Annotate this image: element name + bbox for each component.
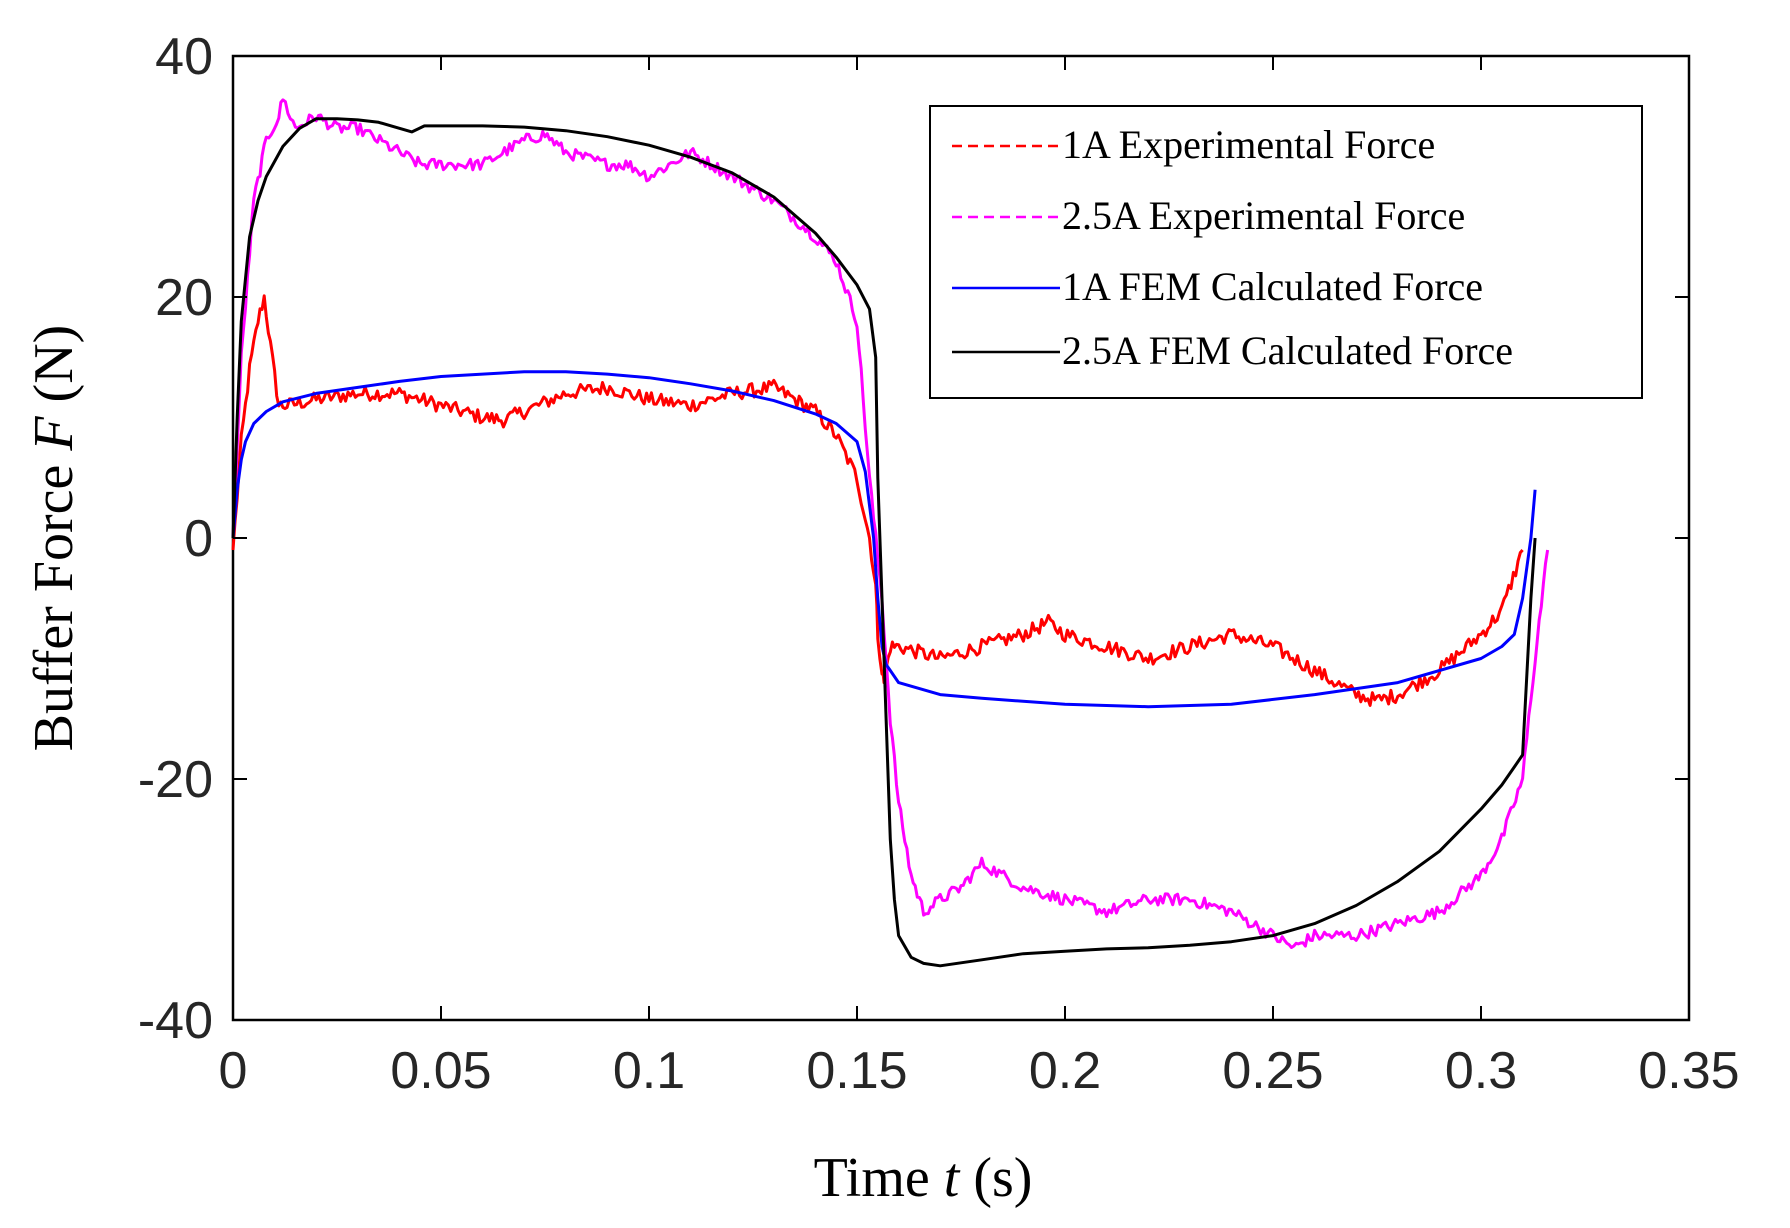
legend-label-2: 2.5A Experimental Force — [1062, 193, 1465, 238]
y-tick-label: -40 — [138, 992, 213, 1050]
series-line-2 — [231, 98, 1550, 949]
series-line-4 — [231, 117, 1537, 968]
x-tick-label: 0.35 — [1638, 1042, 1739, 1100]
x-tick-label: 0 — [219, 1042, 248, 1100]
x-tick-label: 0.2 — [1029, 1042, 1101, 1100]
x-tick-label: 0.1 — [613, 1042, 685, 1100]
legend-box — [929, 105, 1643, 399]
y-tick-label: 40 — [155, 28, 213, 86]
legend-label-4: 2.5A FEM Calculated Force — [1062, 328, 1513, 373]
legend: 1A Experimental Force 2.5A Experimental F… — [929, 105, 1643, 399]
legend-label-1: 1A Experimental Force — [1062, 122, 1435, 167]
y-tick-label: 0 — [184, 510, 213, 568]
y-axis-label: Buffer Force F (N) — [23, 325, 85, 752]
series-line-3 — [231, 370, 1537, 709]
x-tick-label: 0.3 — [1445, 1042, 1517, 1100]
series-layer — [231, 98, 1550, 968]
x-tick-label: 0.25 — [1222, 1042, 1323, 1100]
legend-label-3: 1A FEM Calculated Force — [1062, 264, 1483, 309]
x-axis-label: Time t (s) — [814, 1147, 1033, 1209]
legend-entries: 1A Experimental Force 2.5A Experimental F… — [952, 122, 1513, 373]
y-tick-label: 20 — [155, 269, 213, 327]
x-tick-label: 0.05 — [390, 1042, 491, 1100]
y-tick-label: -20 — [138, 751, 213, 809]
ticks-layer: 0 0.05 0.1 0.15 0.2 0.25 0.3 0.35 40 20 0 -20 -40 — [138, 28, 1740, 1100]
x-tick-label: 0.15 — [806, 1042, 907, 1100]
